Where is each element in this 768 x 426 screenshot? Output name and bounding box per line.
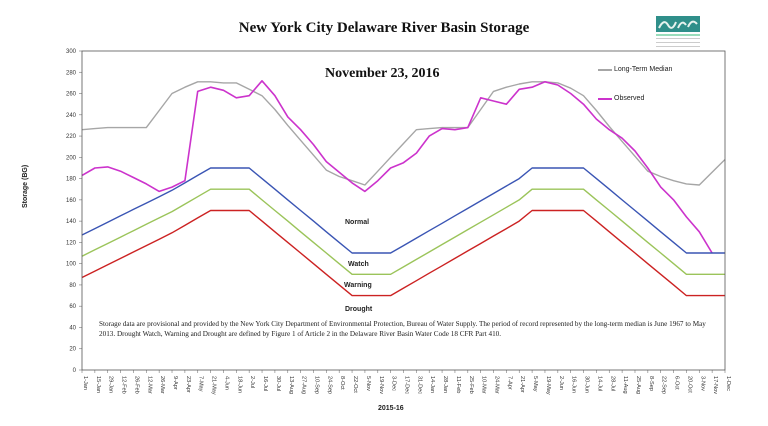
y-tick-label: 240 — [66, 113, 77, 119]
legend-label-median: Long-Term Median — [614, 66, 673, 73]
x-tick-label: 19-Nov — [378, 376, 384, 394]
x-tick-label: 16-Jul — [262, 376, 268, 391]
report-date: November 23, 2016 — [325, 66, 440, 81]
plot-frame — [81, 50, 726, 371]
x-tick-label: 3-Nov — [699, 376, 705, 391]
x-axis: 1-Jan 15-Jan 29-Jan 12-Feb 26-Feb 12-Mar 26-Ma… — [81, 370, 731, 395]
x-tick-label: 13-Aug — [288, 376, 294, 394]
x-tick-label: 21-May — [211, 376, 217, 395]
x-tick-label: 22-Sep — [661, 376, 667, 394]
x-tick-label: 23-Apr — [185, 376, 191, 393]
x-tick-label: 30-Jul — [275, 376, 281, 391]
x-tick-label: 22-Oct — [352, 376, 358, 393]
zone-label-drought: Drought — [345, 306, 373, 313]
x-tick-label: 2-Jul — [249, 376, 255, 388]
x-tick-label: 21-Apr — [519, 376, 525, 393]
x-tick-label: 8-Oct — [339, 376, 345, 390]
y-tick-label: 20 — [69, 347, 76, 353]
x-tick-label: 24-Mar — [494, 376, 500, 394]
x-tick-label: 9-Apr — [172, 376, 178, 390]
y-axis-label: Storage (BG) — [22, 164, 29, 208]
x-tick-label: 24-Sep — [326, 376, 332, 394]
x-tick-label: 12-Feb — [121, 376, 127, 394]
y-tick-label: 60 — [69, 304, 76, 310]
legend-item-observed: Observed — [598, 95, 644, 102]
x-tick-label: 14-Jul — [596, 376, 602, 391]
y-tick-label: 300 — [66, 49, 77, 55]
median-swatch-icon — [598, 68, 612, 71]
y-tick-label: 260 — [66, 92, 77, 98]
zone-label-warning: Warning — [344, 282, 372, 289]
y-tick-label: 180 — [66, 177, 77, 183]
x-tick-label: 5-May — [532, 376, 538, 392]
x-tick-label: 28-Jul — [609, 376, 615, 391]
x-tick-label: 5-Nov — [365, 376, 371, 391]
y-tick-label: 120 — [66, 240, 77, 246]
legend-item-median: Long-Term Median — [598, 66, 672, 73]
observed-swatch-icon — [598, 97, 612, 100]
x-tick-label: 3-Dec — [391, 376, 397, 391]
x-tick-label: 30-Jun — [584, 376, 590, 393]
y-axis: 0 20 40 60 80 100 120 140 160 180 200 220 240 260 280 3… — [66, 49, 82, 374]
legend-label-observed: Observed — [614, 95, 645, 102]
x-tick-label: 26-Mar — [159, 376, 165, 394]
x-tick-label: 28-Jan — [442, 376, 448, 393]
series-long-term-median — [81, 81, 726, 186]
x-tick-label: 29-Jan — [108, 376, 114, 393]
y-tick-label: 140 — [66, 219, 77, 225]
x-tick-label: 31-Dec — [416, 376, 422, 394]
y-tick-label: 100 — [66, 262, 77, 268]
x-tick-label: 8-Sep — [648, 376, 654, 391]
series-watch — [81, 188, 725, 275]
series-lines — [81, 80, 726, 297]
y-tick-label: 200 — [66, 155, 77, 161]
x-tick-label: 16-Jun — [571, 376, 577, 393]
x-tick-label: 12-Mar — [146, 376, 152, 394]
x-tick-label: 19-May — [545, 376, 551, 395]
series-normal — [81, 167, 725, 254]
x-tick-label: 11-Aug — [622, 376, 628, 394]
x-tick-label: 1-Jan — [82, 376, 88, 390]
x-axis-label: 2015-16 — [378, 405, 404, 412]
drbc-logo-icon — [656, 16, 700, 50]
x-tick-label: 20-Oct — [686, 376, 692, 393]
y-tick-label: 0 — [73, 368, 77, 374]
series-observed — [81, 80, 713, 254]
x-tick-label: 17-Dec — [404, 376, 410, 394]
zone-label-normal: Normal — [345, 219, 370, 226]
x-tick-label: 6-Oct — [674, 376, 680, 390]
series-warning — [81, 209, 725, 297]
x-tick-label: 11-Feb — [455, 376, 461, 393]
x-tick-label: 25-Feb — [468, 376, 474, 394]
x-tick-label: 15-Jan — [95, 376, 101, 393]
x-tick-label: 4-Jun — [223, 376, 229, 390]
x-tick-label: 14-Jan — [429, 376, 435, 393]
chart-title: New York City Delaware River Basin Stora… — [238, 20, 530, 36]
y-tick-label: 220 — [66, 134, 77, 140]
y-tick-label: 280 — [66, 70, 77, 76]
x-tick-label: 7-May — [198, 376, 204, 392]
x-tick-label: 2-Jun — [558, 376, 564, 390]
x-tick-label: 10-Mar — [481, 376, 487, 394]
x-tick-label: 25-Aug — [635, 376, 641, 394]
y-tick-label: 160 — [66, 198, 77, 204]
data-source-note: Storage data are provisional and provide… — [99, 320, 706, 338]
x-tick-label: 17-Nov — [712, 376, 718, 394]
y-tick-label: 40 — [69, 325, 76, 331]
y-tick-label: 80 — [69, 283, 76, 289]
x-tick-label: 10-Sep — [313, 376, 319, 394]
x-tick-label: 27-Aug — [301, 376, 307, 394]
x-tick-label: 26-Feb — [133, 376, 139, 394]
x-tick-label: 18-Jun — [236, 376, 242, 393]
x-tick-label: 1-Dec — [725, 376, 731, 391]
x-tick-label: 7-Apr — [506, 376, 512, 390]
zone-label-watch: Watch — [348, 261, 369, 268]
